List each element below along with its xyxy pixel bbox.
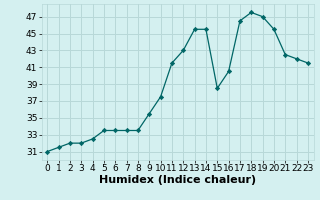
X-axis label: Humidex (Indice chaleur): Humidex (Indice chaleur) — [99, 175, 256, 185]
